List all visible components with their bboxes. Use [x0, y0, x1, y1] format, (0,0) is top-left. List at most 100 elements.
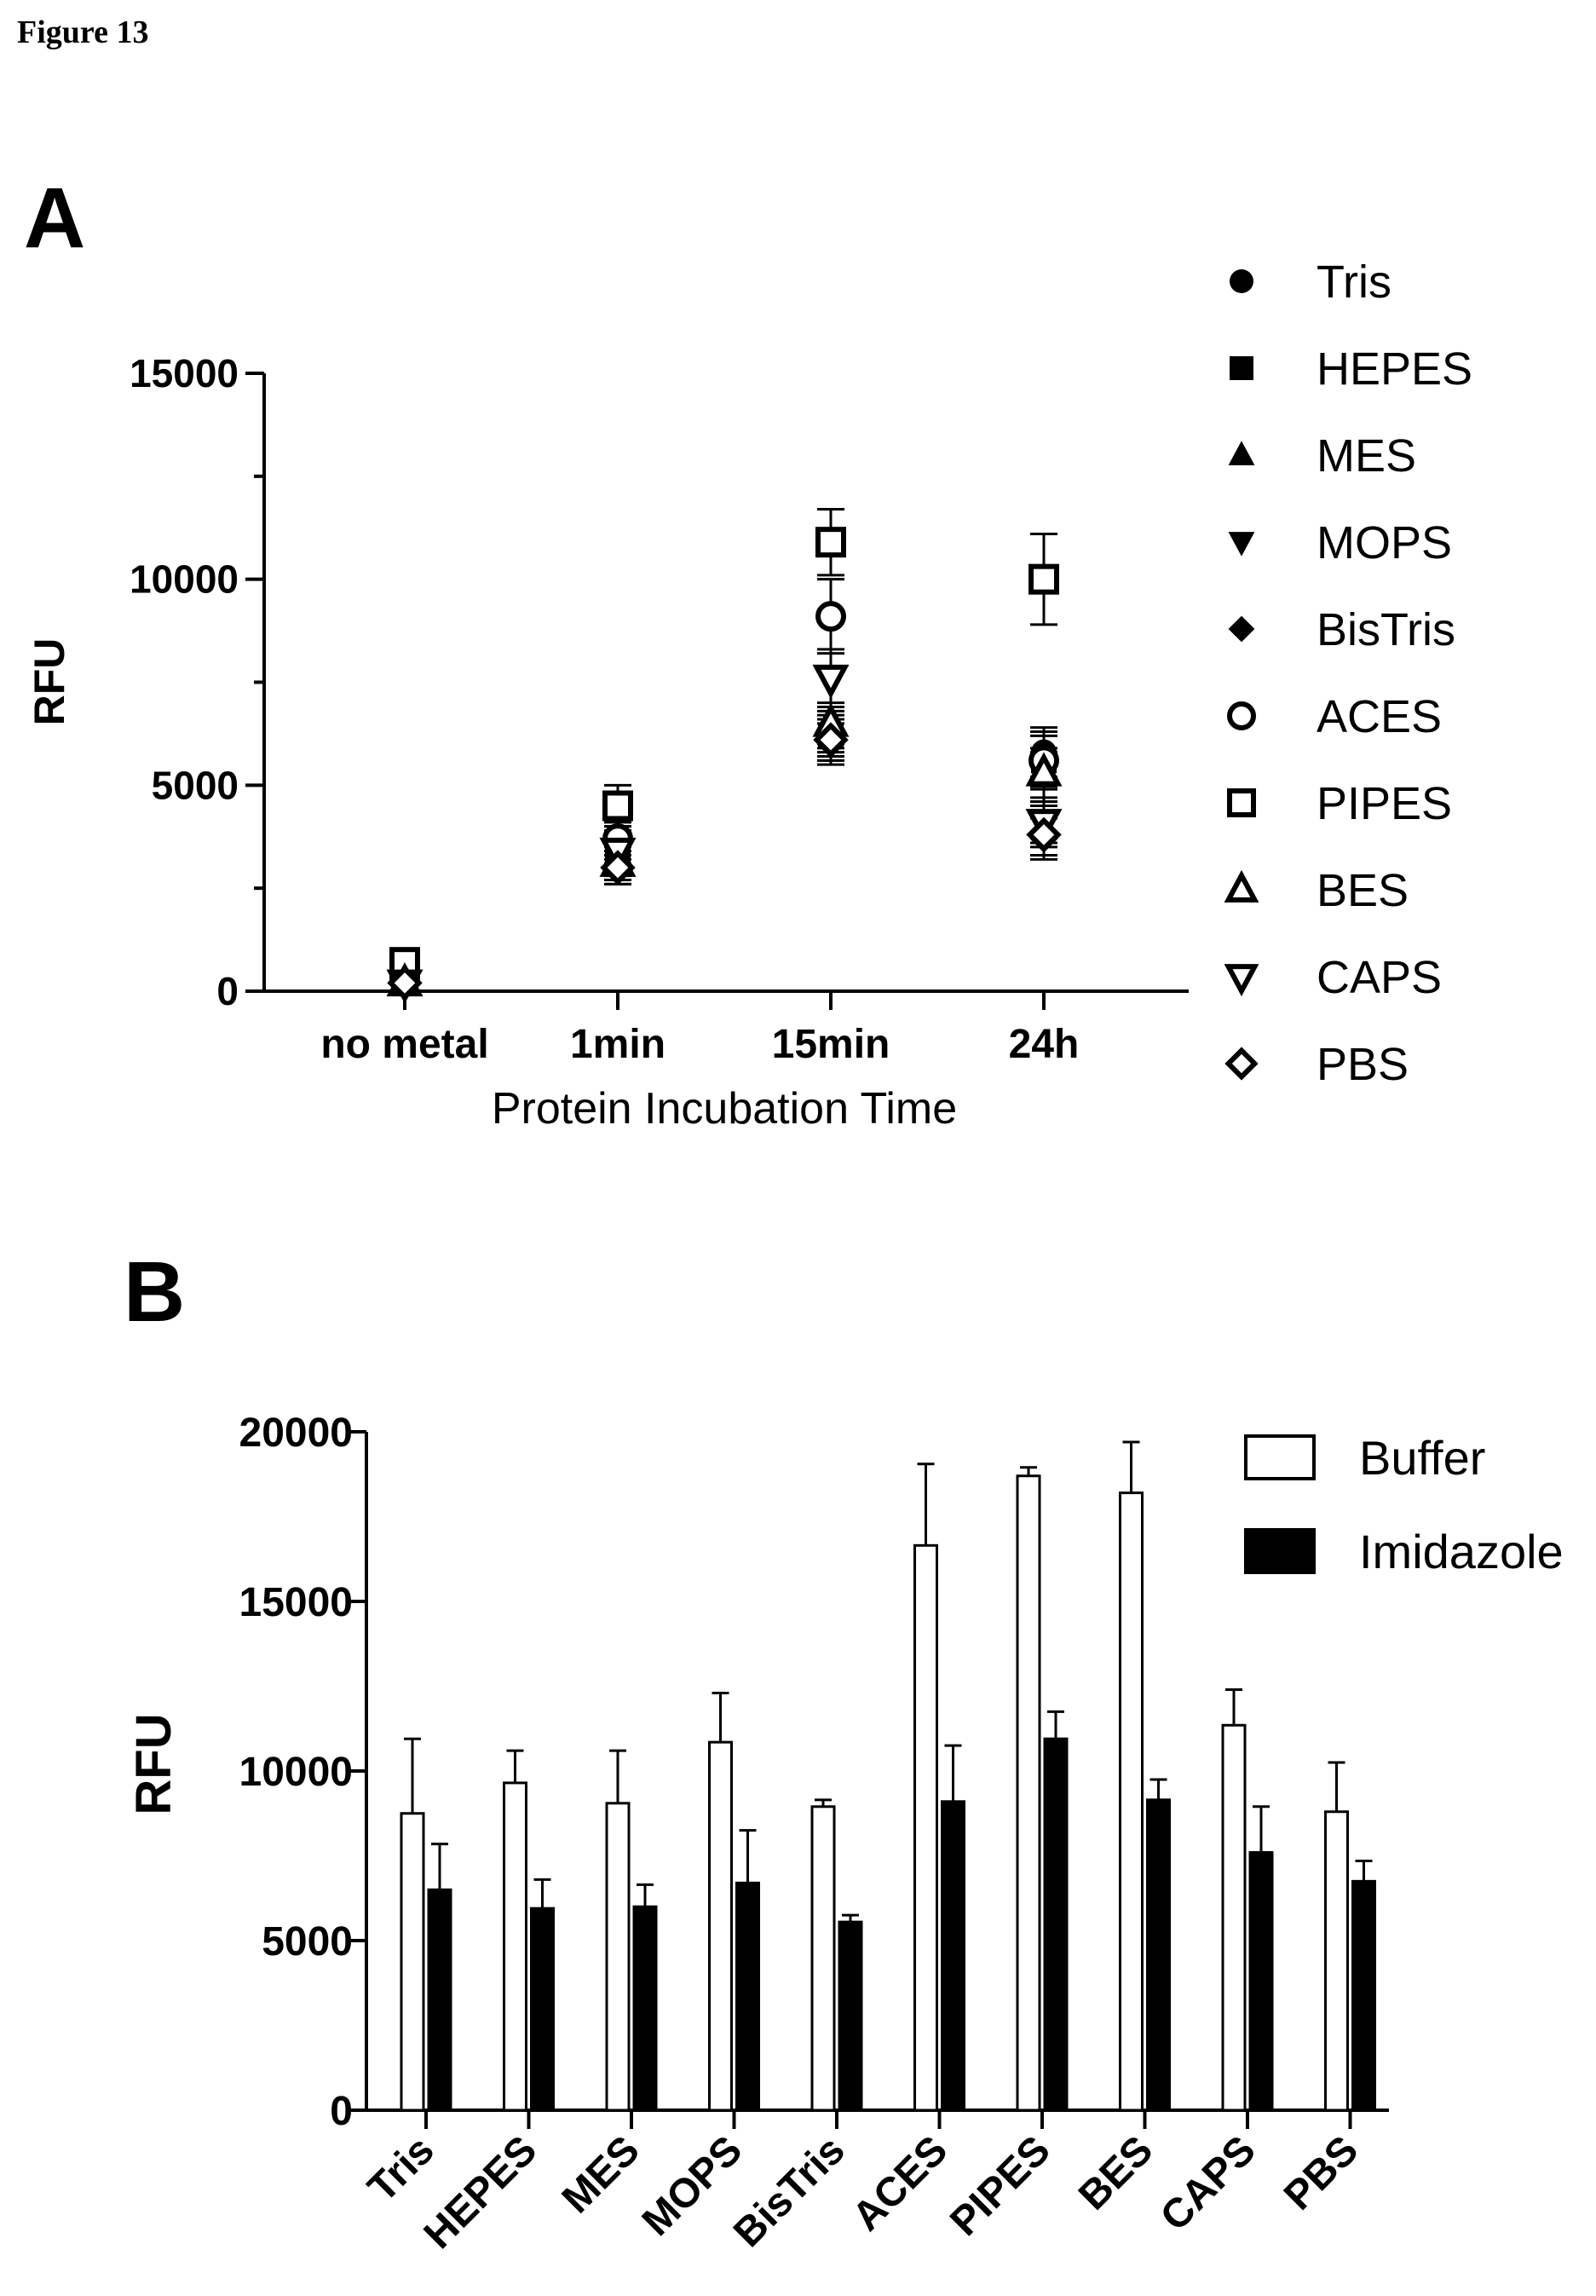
- panel-a-point-pbs: [387, 965, 423, 1001]
- panel-a-legend-item: HEPES: [1230, 343, 1472, 395]
- panel-a-legend-item: MOPS: [1228, 517, 1452, 568]
- panel-a-y-tick-label: 15000: [130, 351, 239, 395]
- panel-b-bar-imidazole: [1351, 1879, 1376, 2112]
- panel-a-point-bes: [1025, 752, 1063, 787]
- panel-b-bar-buffer: [708, 1740, 733, 2112]
- panel-b-bar-imidazole: [735, 1881, 760, 2112]
- panel-a-point-pbs: [813, 722, 849, 758]
- panel-a-point-pbs: [600, 850, 636, 886]
- panel-b-error-bar-imidazole: [431, 1843, 448, 1890]
- panel-b-error-bar-imidazole: [637, 1883, 654, 1907]
- panel-b-legend-label: Buffer: [1359, 1431, 1485, 1485]
- panel-b-y-tick-label: 20000: [239, 1410, 353, 1456]
- panel-b-x-tick-label: BisTris: [725, 2127, 854, 2256]
- panel-b-error-bar-buffer: [1122, 1440, 1140, 1493]
- panel-b-bar-imidazole: [941, 1800, 965, 2112]
- panel-b-y-tick-label: 15000: [239, 1580, 353, 1625]
- panel-b-y-tick-label: 10000: [239, 1750, 353, 1795]
- panel-b-bar-imidazole: [530, 1907, 555, 2112]
- panel-a-point-aces: [815, 601, 846, 632]
- panel-a-x-tick-label: 1min: [570, 1022, 665, 1067]
- panel-b-error-bar-buffer: [404, 1737, 421, 1814]
- panel-b-bar-buffer: [1221, 1723, 1247, 2112]
- panel-b-bar-buffer: [400, 1812, 425, 2112]
- panel-b-y-tick-label: 0: [330, 2089, 353, 2134]
- panel-a-y-tick-label: 10000: [130, 557, 239, 602]
- panel-a-point-pbs: [1026, 816, 1062, 853]
- panel-a-x-tick-label: no metal: [320, 1022, 488, 1067]
- panel-a-legend-item: BES: [1224, 865, 1409, 916]
- panel-b-bar-imidazole: [838, 1920, 863, 2112]
- panel-a-point-caps: [812, 664, 850, 700]
- panel-b-x-tick-label: HEPES: [416, 2127, 546, 2258]
- panel-a-point-pipes: [815, 527, 846, 558]
- panel-a-legend-marker: [1224, 869, 1259, 903]
- panel-b-x-tick-label: PIPES: [942, 2127, 1058, 2244]
- panel-b-error-bar-imidazole: [1047, 1710, 1064, 1739]
- panel-b-x-tick-label: PBS: [1276, 2127, 1367, 2218]
- panel-a-label: A: [24, 170, 85, 266]
- panel-a-legend-marker: [1228, 532, 1255, 557]
- panel-b-x-tick-label: MES: [554, 2127, 648, 2222]
- panel-b-error-bar-imidazole: [1355, 1859, 1373, 1882]
- panel-a-legend-item: PIPES: [1227, 778, 1452, 829]
- panel-b-bar-imidazole: [632, 1905, 658, 2112]
- panel-b-error-bar-buffer: [712, 1691, 729, 1743]
- panel-b-bar-buffer: [913, 1543, 938, 2112]
- panel-b-error-bar-buffer: [506, 1749, 524, 1783]
- panel-b-legend: Buffer Imidazole: [1244, 1431, 1564, 1578]
- panel-a-legend-item: MES: [1228, 430, 1416, 482]
- panel-b-bar-imidazole: [1146, 1798, 1171, 2112]
- panel-a-legend-marker: [1224, 1047, 1259, 1081]
- panel-a-legend-label: MES: [1317, 430, 1416, 482]
- panel-b-y-axis-label: RFU: [126, 1713, 181, 1814]
- panel-a-legend-label: BisTris: [1317, 604, 1455, 655]
- panel-b-x-tick-label: CAPS: [1152, 2127, 1265, 2240]
- panel-a-legend-item: BisTris: [1228, 604, 1455, 655]
- panel-b-label: B: [124, 1244, 185, 1340]
- panel-b-error-bar-imidazole: [1149, 1778, 1167, 1800]
- panel-a-x-tick-label: 24h: [1009, 1022, 1080, 1067]
- panel-b-error-bar-imidazole: [739, 1829, 757, 1884]
- panel-b-bar-imidazole: [1043, 1737, 1069, 2112]
- panel-b-legend-swatch: [1244, 1528, 1316, 1574]
- panel-b-bar-buffer: [503, 1781, 527, 2112]
- panel-a-legend-label: ACES: [1317, 691, 1442, 742]
- panel-a-legend-label: HEPES: [1317, 343, 1472, 395]
- panel-a-legend-item: PBS: [1224, 1039, 1409, 1090]
- panel-b-error-bar-imidazole: [533, 1878, 551, 1909]
- panel-a-legend-label: PBS: [1317, 1039, 1409, 1090]
- panel-a-legend-label: Tris: [1317, 257, 1391, 308]
- panel-a-legend-marker: [1227, 701, 1256, 730]
- figure-label: Figure 13: [17, 14, 148, 50]
- panel-b-error-bar-buffer: [1020, 1466, 1037, 1476]
- panel-b-bar-buffer: [605, 1802, 631, 2112]
- panel-b-y-tick-label: 5000: [262, 1919, 353, 1964]
- panel-b-bar-buffer: [810, 1805, 836, 2112]
- panel-a-legend-label: MOPS: [1317, 517, 1452, 568]
- panel-a-legend-marker: [1228, 441, 1255, 465]
- panel-b-error-bar-buffer: [1225, 1687, 1242, 1726]
- panel-b-x-tick-label: ACES: [844, 2127, 957, 2240]
- panel-b-error-bar-buffer: [1328, 1761, 1345, 1812]
- panel-a-legend-label: CAPS: [1317, 952, 1442, 1003]
- panel-a-y-axis-label: RFU: [26, 638, 73, 726]
- panel-b-legend-item: Buffer: [1244, 1431, 1485, 1485]
- panel-b-x-tick-label: BES: [1070, 2127, 1161, 2218]
- panel-a-legend-item: Tris: [1230, 257, 1391, 308]
- panel-a-legend-label: BES: [1317, 865, 1409, 916]
- panel-a-legend-label: PIPES: [1317, 778, 1452, 829]
- panel-b-bar-buffer: [1016, 1474, 1041, 2112]
- panel-b-error-bar-buffer: [609, 1749, 626, 1803]
- panel-a-point-pipes: [1028, 563, 1059, 595]
- panel-b-error-bar-imidazole: [944, 1744, 962, 1802]
- panel-a-legend-marker: [1227, 788, 1256, 817]
- panel-a-legend-marker: [1230, 269, 1253, 293]
- panel-a-x-axis-label: Protein Incubation Time: [492, 1084, 957, 1134]
- panel-b-bar-imidazole: [1248, 1851, 1274, 2112]
- panel-b-x-tick-label: Tris: [360, 2127, 443, 2211]
- panel-b-bar-imidazole: [427, 1888, 452, 2112]
- panel-a-x-tick-label: 15min: [772, 1022, 890, 1067]
